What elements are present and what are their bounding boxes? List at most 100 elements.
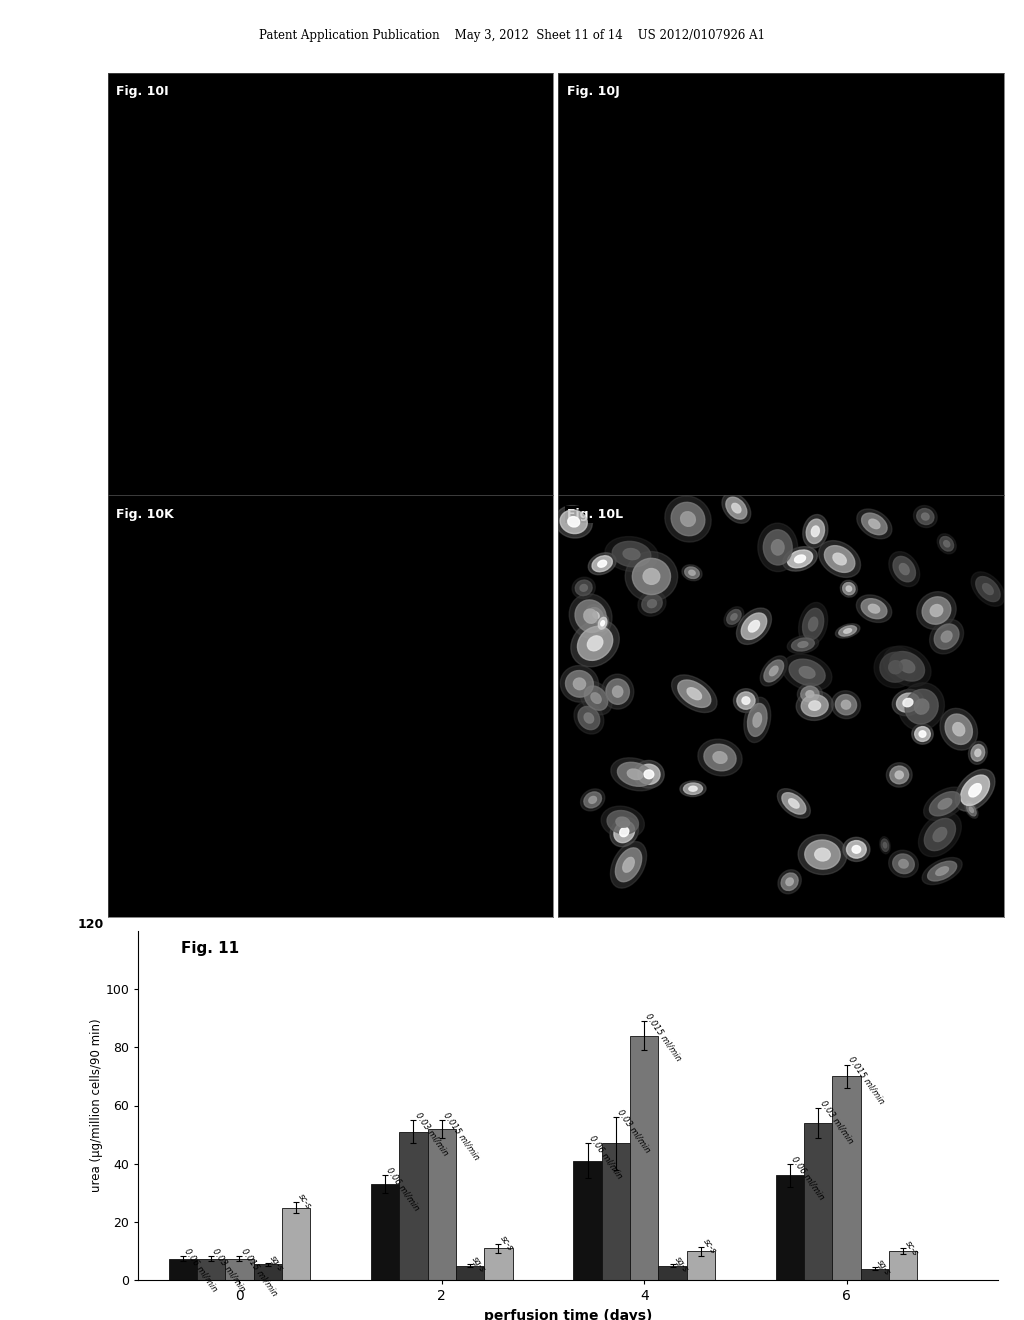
Ellipse shape — [801, 694, 828, 717]
Ellipse shape — [940, 709, 978, 750]
Ellipse shape — [961, 775, 989, 805]
Bar — [861, 1269, 889, 1280]
Ellipse shape — [983, 583, 993, 594]
Ellipse shape — [903, 698, 913, 706]
Ellipse shape — [742, 697, 750, 705]
Ellipse shape — [787, 550, 813, 568]
Ellipse shape — [806, 690, 814, 697]
Ellipse shape — [969, 742, 987, 764]
Text: sg-s: sg-s — [267, 1254, 285, 1272]
Bar — [833, 1076, 861, 1280]
Ellipse shape — [790, 659, 825, 685]
Ellipse shape — [976, 577, 1000, 602]
Ellipse shape — [588, 553, 616, 574]
Ellipse shape — [601, 675, 634, 709]
Ellipse shape — [881, 840, 889, 851]
Ellipse shape — [856, 595, 892, 623]
Ellipse shape — [605, 536, 658, 572]
Ellipse shape — [884, 645, 931, 686]
Ellipse shape — [572, 577, 595, 598]
Text: 120: 120 — [78, 917, 104, 931]
Ellipse shape — [842, 700, 851, 709]
Ellipse shape — [923, 597, 951, 624]
Ellipse shape — [607, 810, 639, 834]
Ellipse shape — [944, 541, 949, 546]
Ellipse shape — [682, 565, 702, 581]
Ellipse shape — [880, 652, 911, 682]
Ellipse shape — [955, 770, 995, 812]
Ellipse shape — [938, 799, 951, 809]
Ellipse shape — [846, 586, 852, 591]
Ellipse shape — [795, 554, 806, 562]
Ellipse shape — [672, 675, 717, 713]
Bar — [282, 1208, 310, 1280]
Ellipse shape — [847, 841, 866, 858]
Ellipse shape — [940, 536, 953, 550]
Ellipse shape — [586, 605, 606, 626]
Ellipse shape — [689, 787, 697, 791]
Ellipse shape — [803, 515, 828, 548]
Ellipse shape — [782, 655, 831, 690]
Text: 0.03 ml/min: 0.03 ml/min — [414, 1110, 450, 1158]
Ellipse shape — [771, 540, 784, 556]
Ellipse shape — [818, 541, 860, 577]
Bar — [687, 1251, 715, 1280]
Ellipse shape — [581, 789, 605, 810]
Ellipse shape — [737, 692, 755, 709]
Ellipse shape — [763, 529, 793, 565]
Text: Fig. 10L: Fig. 10L — [567, 508, 624, 520]
Ellipse shape — [769, 667, 778, 676]
Ellipse shape — [736, 609, 771, 644]
Ellipse shape — [913, 506, 937, 528]
Ellipse shape — [584, 609, 597, 623]
Ellipse shape — [803, 609, 823, 640]
Ellipse shape — [584, 792, 601, 808]
Text: 0.03 ml/min: 0.03 ml/min — [615, 1107, 652, 1154]
Ellipse shape — [916, 508, 934, 524]
Ellipse shape — [925, 818, 955, 850]
Ellipse shape — [811, 525, 819, 537]
Ellipse shape — [781, 873, 798, 891]
Ellipse shape — [934, 624, 958, 649]
Text: Fig. 10K: Fig. 10K — [117, 508, 174, 520]
Ellipse shape — [965, 801, 978, 818]
Ellipse shape — [731, 614, 737, 620]
Ellipse shape — [644, 770, 653, 779]
Ellipse shape — [899, 564, 909, 574]
Ellipse shape — [792, 638, 814, 651]
Text: 0.03 ml/min: 0.03 ml/min — [818, 1098, 855, 1146]
Ellipse shape — [615, 847, 642, 882]
Ellipse shape — [798, 684, 822, 705]
Ellipse shape — [671, 503, 705, 536]
Ellipse shape — [924, 787, 967, 821]
Ellipse shape — [890, 652, 925, 681]
Ellipse shape — [638, 591, 666, 616]
Ellipse shape — [967, 804, 976, 816]
Ellipse shape — [895, 771, 903, 779]
Ellipse shape — [805, 840, 841, 869]
Ellipse shape — [922, 513, 929, 520]
Bar — [602, 1143, 630, 1280]
Ellipse shape — [831, 690, 860, 718]
Bar — [658, 1266, 687, 1280]
Ellipse shape — [727, 610, 741, 624]
Ellipse shape — [914, 726, 931, 742]
Ellipse shape — [799, 667, 815, 678]
Ellipse shape — [889, 552, 920, 586]
X-axis label: perfusion time (days): perfusion time (days) — [484, 1309, 652, 1320]
Text: 0.015 ml/min: 0.015 ml/min — [644, 1011, 684, 1063]
Ellipse shape — [597, 615, 608, 631]
Bar — [371, 1184, 399, 1280]
Ellipse shape — [614, 821, 635, 842]
Ellipse shape — [569, 594, 612, 639]
Text: 0.06 ml/min: 0.06 ml/min — [588, 1134, 624, 1180]
Ellipse shape — [623, 549, 640, 560]
Ellipse shape — [933, 828, 947, 842]
Ellipse shape — [899, 859, 908, 869]
Ellipse shape — [743, 697, 771, 743]
Text: 0.03 ml/min: 0.03 ml/min — [211, 1246, 248, 1294]
Text: Fig. 10J: Fig. 10J — [567, 86, 620, 98]
Ellipse shape — [611, 758, 659, 791]
Ellipse shape — [758, 523, 798, 572]
Ellipse shape — [841, 581, 857, 597]
